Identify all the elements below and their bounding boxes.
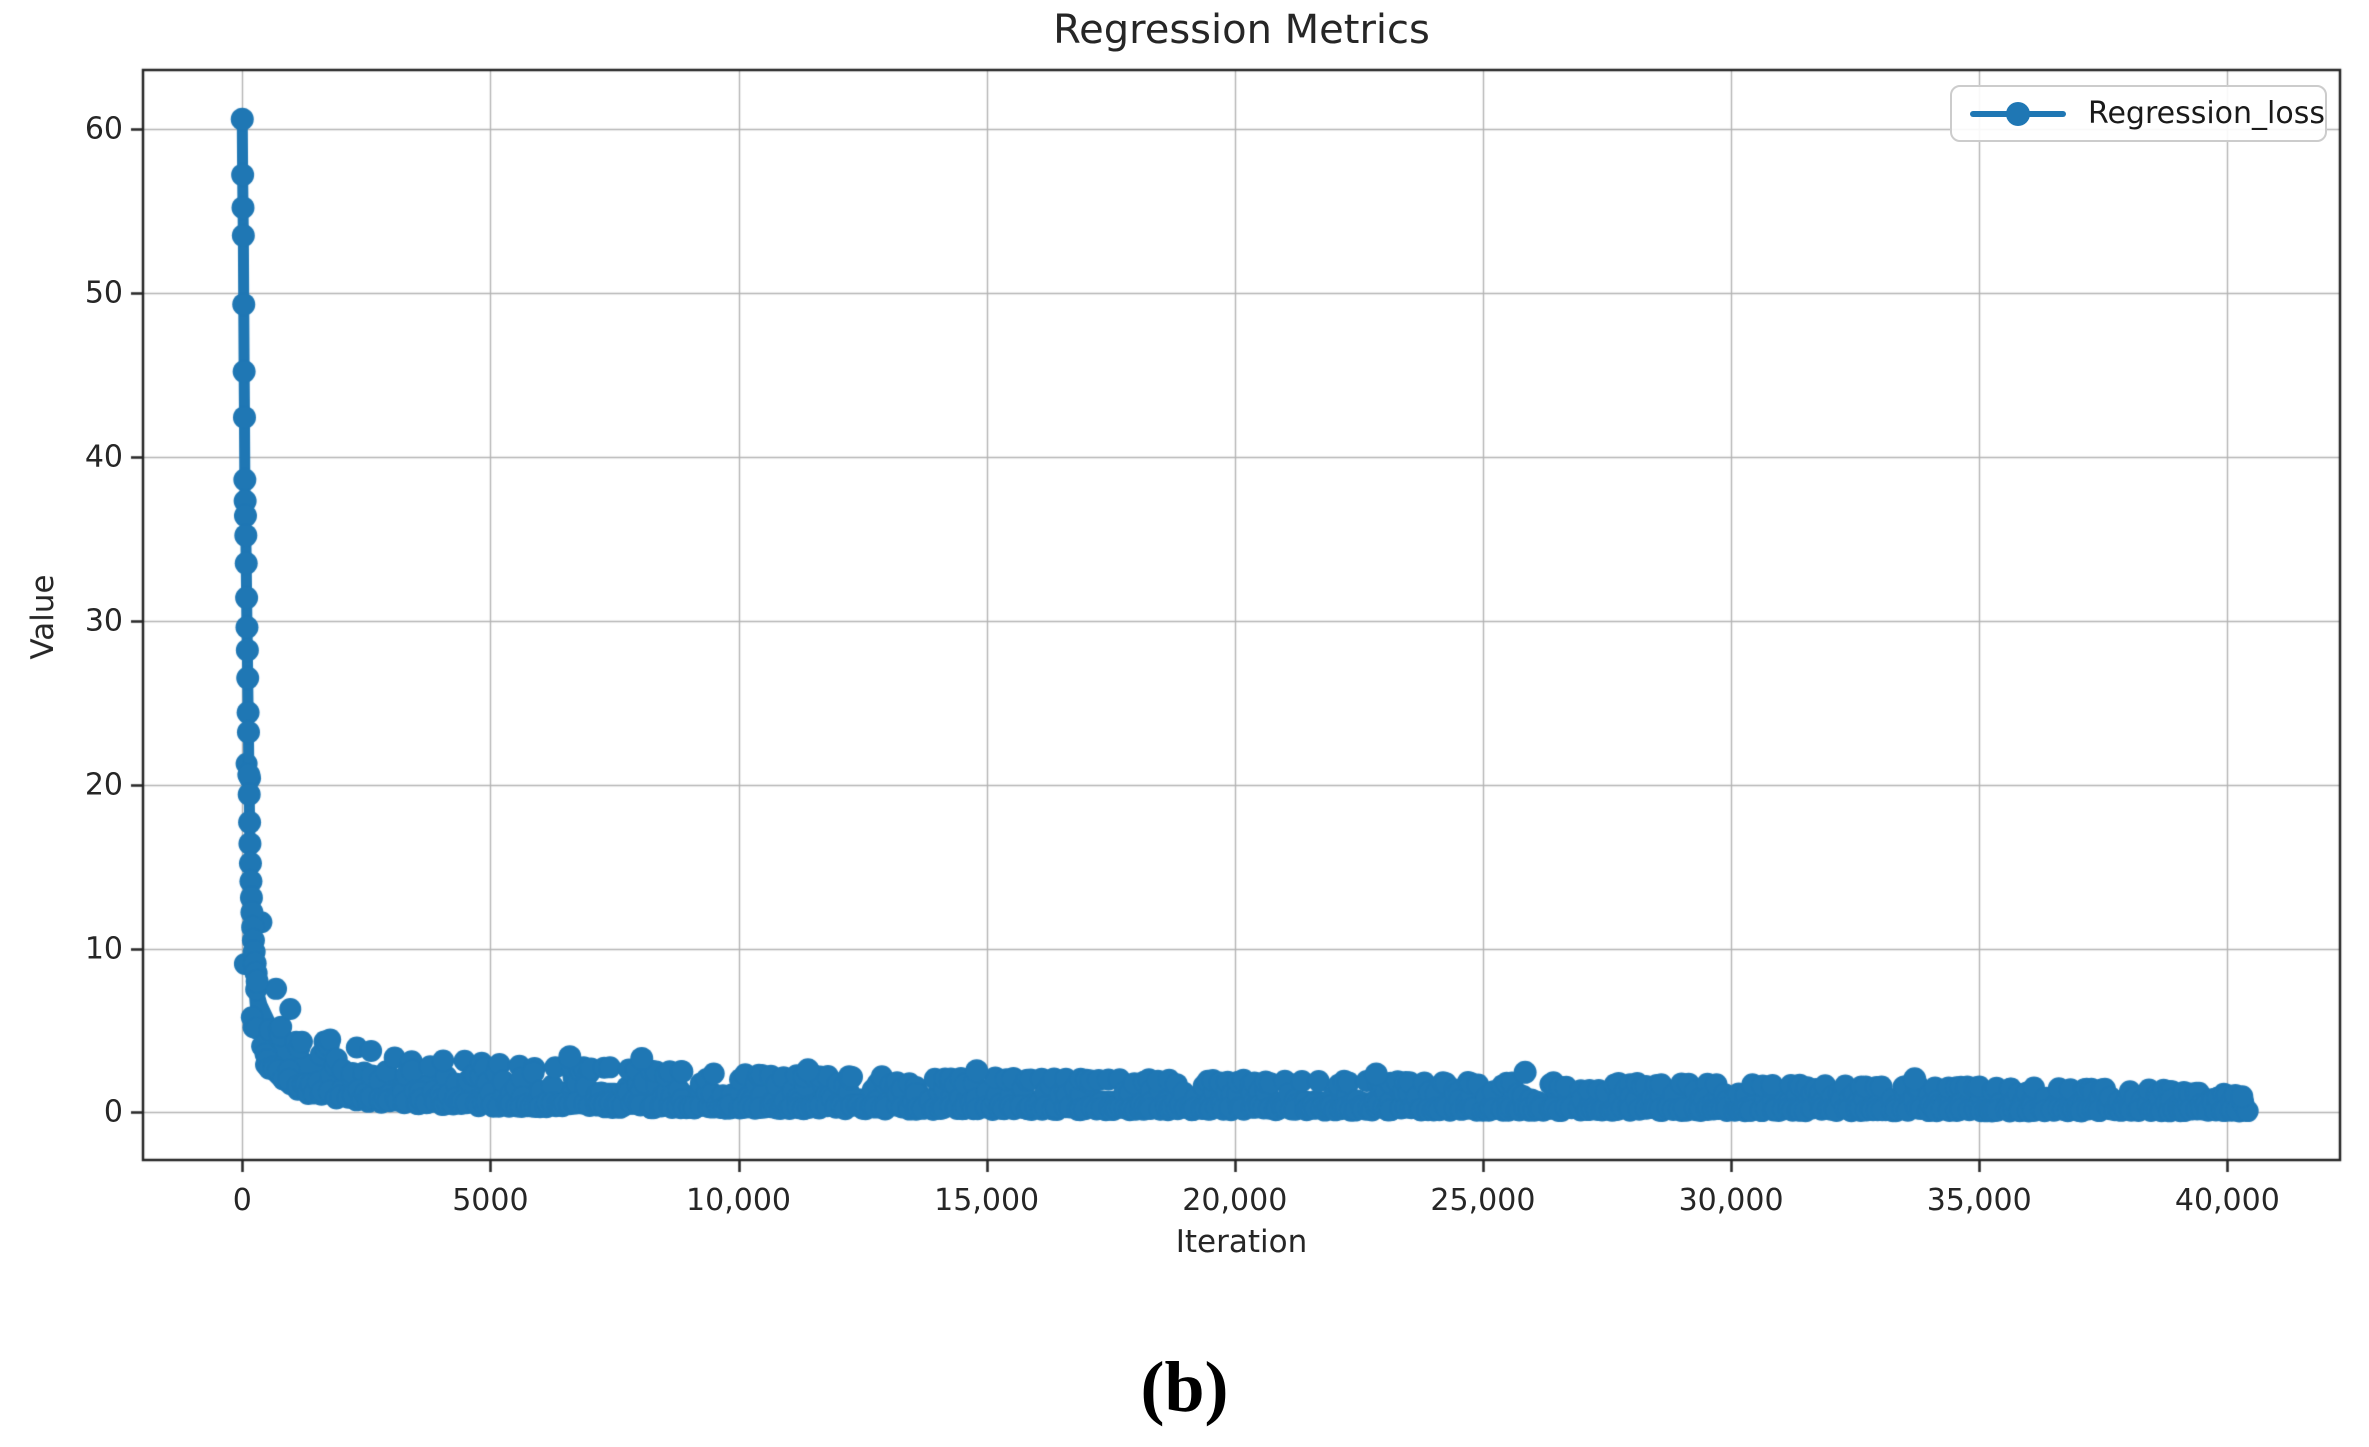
y-tick-label-6: 60 <box>84 111 123 147</box>
x-tick-label-5: 25,000 <box>1430 1183 1536 1218</box>
y-tick-label-0: 0 <box>103 1094 123 1130</box>
figure-caption: (b) <box>1140 1347 1229 1427</box>
x-tick-label-8: 40,000 <box>2174 1183 2280 1218</box>
x-tick-label-4: 20,000 <box>1182 1183 1288 1218</box>
x-axis-label: Iteration <box>1175 1224 1308 1260</box>
y-tick-label-4: 40 <box>84 439 123 475</box>
y-tick-label-5: 50 <box>84 275 123 311</box>
y-tick-label-2: 20 <box>84 767 123 803</box>
legend-sample-marker <box>2005 101 2030 126</box>
y-tick-label-1: 10 <box>84 931 123 967</box>
y-tick-label-3: 30 <box>84 603 123 639</box>
x-tick-label-2: 10,000 <box>686 1183 792 1218</box>
x-tick-label-6: 30,000 <box>1678 1183 1784 1218</box>
x-tick-label-7: 35,000 <box>1926 1183 2032 1218</box>
legend-sample-line <box>1970 101 2066 126</box>
x-tick-label-0: 0 <box>232 1183 252 1218</box>
chart-title: Regression Metrics <box>1053 7 1430 53</box>
x-tick-label-1: 5000 <box>452 1183 529 1218</box>
legend-label: Regression_loss <box>2087 96 2325 131</box>
x-tick-label-3: 15,000 <box>934 1183 1040 1218</box>
legend: Regression_loss <box>1950 85 2327 142</box>
